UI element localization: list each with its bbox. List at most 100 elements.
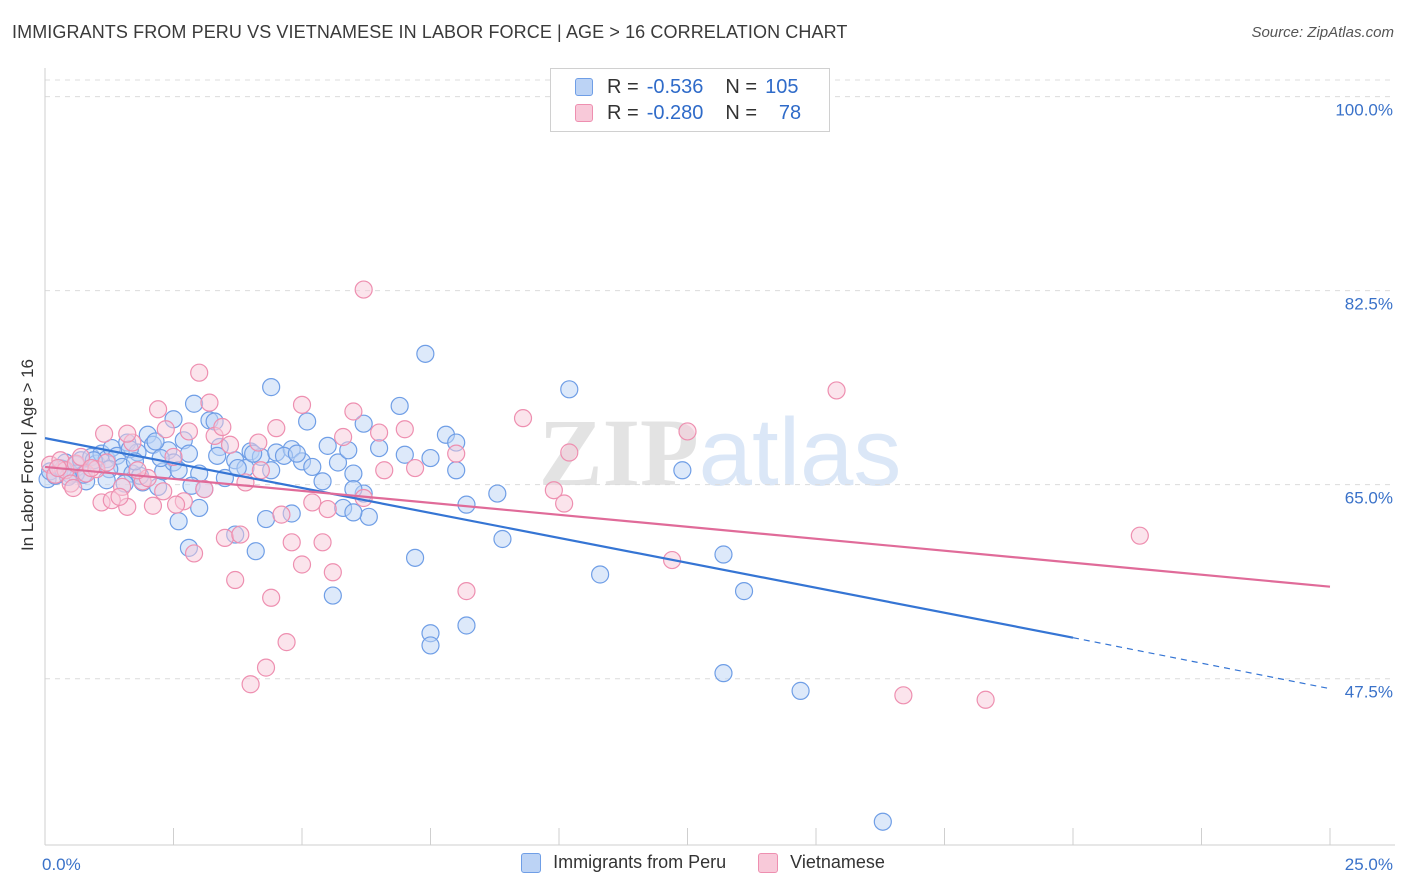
- data-point: [292, 395, 312, 414]
- data-point: [395, 420, 414, 439]
- x-tick-label: 25.0%: [1345, 855, 1393, 874]
- data-point: [71, 447, 91, 467]
- legend-r-value: -0.280: [646, 101, 704, 124]
- bottom-legend-item-vietnamese: Vietnamese: [758, 852, 885, 873]
- y-tick-label: 65.0%: [1345, 489, 1393, 508]
- legend-row-vietnamese: R = -0.280 N = 78: [575, 101, 801, 125]
- legend-n-label: N =: [725, 101, 758, 124]
- data-point: [405, 458, 425, 478]
- data-point: [488, 484, 507, 503]
- chart-title: IMMIGRANTS FROM PERU VS VIETNAMESE IN LA…: [12, 22, 848, 42]
- data-point: [323, 586, 342, 605]
- data-point: [148, 400, 168, 419]
- data-point: [154, 482, 173, 501]
- legend-r-value: -0.536: [646, 75, 704, 98]
- data-point: [256, 658, 276, 677]
- data-point: [282, 533, 301, 552]
- data-point: [359, 507, 378, 526]
- bottom-legend-swatch-vietnamese: [758, 852, 779, 873]
- bottom-legend-label: Vietnamese: [790, 852, 885, 872]
- data-point: [513, 409, 533, 428]
- y-tick-label: 47.5%: [1345, 683, 1393, 702]
- data-point: [143, 496, 163, 515]
- legend-swatch-vietnamese: [575, 104, 593, 122]
- data-point: [272, 505, 291, 524]
- data-point: [190, 363, 209, 382]
- legend-swatch-peru: [575, 78, 593, 96]
- data-point: [447, 444, 466, 463]
- bottom-legend-swatch-peru: [521, 852, 542, 873]
- data-point: [318, 499, 337, 519]
- data-point: [416, 344, 435, 363]
- bottom-legend: Immigrants from Peru Vietnamese: [0, 852, 1406, 873]
- data-point: [179, 422, 199, 441]
- data-point: [313, 472, 332, 491]
- data-point: [791, 681, 810, 700]
- legend: R = -0.536 N = 105 R = -0.280 N = 78: [550, 68, 830, 132]
- trend-line-peru: [44, 437, 1074, 639]
- legend-r-label: R =: [607, 101, 639, 124]
- data-point: [678, 422, 697, 441]
- data-point: [190, 498, 209, 518]
- data-point: [976, 690, 995, 709]
- data-point: [226, 570, 245, 590]
- data-point: [241, 675, 260, 694]
- grid: [45, 79, 1395, 680]
- data-point: [395, 445, 414, 464]
- data-point: [303, 493, 322, 512]
- source-label: Source: ZipAtlas.com: [1251, 24, 1394, 41]
- data-point: [323, 563, 342, 582]
- data-point: [328, 453, 348, 472]
- data-point: [894, 686, 913, 705]
- data-point: [447, 461, 466, 480]
- data-point: [734, 582, 754, 601]
- legend-r-label: R =: [607, 75, 639, 98]
- data-point: [873, 812, 892, 831]
- data-point: [262, 378, 281, 397]
- data-point: [354, 280, 373, 299]
- data-point: [267, 419, 286, 438]
- data-point: [318, 436, 337, 455]
- data-point: [405, 548, 425, 567]
- data-point: [313, 533, 332, 552]
- trend-line-vietnamese: [44, 465, 1331, 588]
- data-point: [184, 394, 204, 413]
- data-point: [827, 381, 846, 400]
- data-point: [166, 495, 186, 514]
- data-point: [303, 457, 322, 477]
- data-point: [354, 414, 373, 433]
- data-point: [251, 461, 270, 480]
- data-point: [344, 402, 363, 421]
- tick-labels: 47.5% 65.0% 82.5% 100.0% 0.0% 25.0%: [42, 101, 1393, 874]
- data-point: [95, 424, 114, 443]
- data-point: [195, 480, 214, 499]
- data-point: [118, 424, 137, 443]
- data-point: [344, 464, 363, 483]
- data-point: [673, 461, 692, 480]
- data-point: [213, 417, 232, 437]
- data-point: [334, 427, 353, 447]
- data-point: [390, 396, 409, 416]
- data-point: [591, 565, 610, 584]
- data-point: [179, 444, 199, 463]
- y-tick-label: 82.5%: [1345, 295, 1393, 314]
- data-point: [146, 432, 165, 451]
- data-point: [457, 582, 476, 601]
- x-tick-label: 0.0%: [42, 855, 81, 874]
- legend-n-value: 105: [765, 75, 799, 98]
- series-vietnamese: [41, 280, 1149, 709]
- trend-line-peru-extension: [1072, 637, 1331, 690]
- data-point: [156, 420, 175, 439]
- data-point: [184, 544, 204, 563]
- data-point: [714, 545, 733, 564]
- data-point: [208, 446, 227, 465]
- y-tick-label: 100.0%: [1335, 101, 1393, 120]
- trend-lines: [44, 437, 1331, 690]
- data-point: [287, 444, 306, 463]
- data-point: [457, 616, 476, 635]
- data-point: [344, 503, 363, 522]
- data-point: [231, 525, 250, 544]
- data-point: [292, 555, 312, 574]
- bottom-legend-item-peru: Immigrants from Peru: [521, 852, 726, 873]
